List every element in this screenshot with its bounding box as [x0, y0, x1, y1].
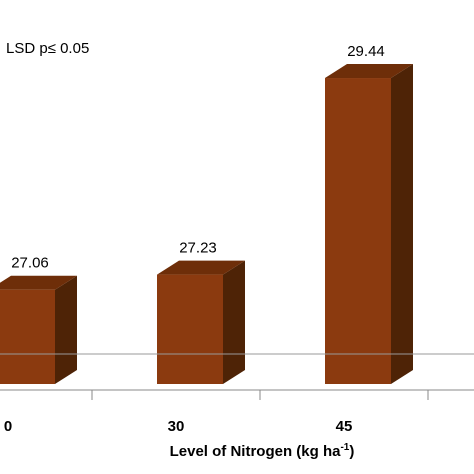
bar: [157, 260, 245, 384]
data-label: 27.06: [11, 255, 49, 272]
bar: [0, 275, 77, 384]
bar-front: [157, 274, 223, 384]
bar-front: [0, 289, 55, 384]
bar-top: [0, 275, 77, 290]
bar-side: [223, 260, 245, 384]
x-axis-title-sup: -1: [340, 442, 350, 453]
bar-top: [325, 64, 413, 79]
x-tick-label: 30: [168, 418, 185, 435]
lsd-annotation: LSD p≤ 0.05: [6, 40, 90, 57]
data-label: 29.44: [347, 43, 385, 60]
x-tick-label: 45: [336, 418, 353, 435]
x-axis-title: Level of Nitrogen (kg ha-1): [0, 442, 474, 460]
data-label: 27.23: [179, 240, 217, 257]
x-tick-labels: 0 30 45: [4, 418, 353, 435]
x-tick-label: 0: [4, 418, 12, 435]
bar-top: [157, 260, 245, 275]
bars-group: [0, 64, 413, 384]
bar-side: [55, 275, 77, 384]
bar-front: [325, 78, 391, 384]
x-axis-title-close: ): [349, 443, 355, 460]
data-labels: 27.06 27.23 29.44: [11, 43, 385, 272]
x-axis-title-main: Level of Nitrogen (kg ha: [169, 443, 341, 460]
bar-side: [391, 64, 413, 384]
bar: [325, 64, 413, 384]
